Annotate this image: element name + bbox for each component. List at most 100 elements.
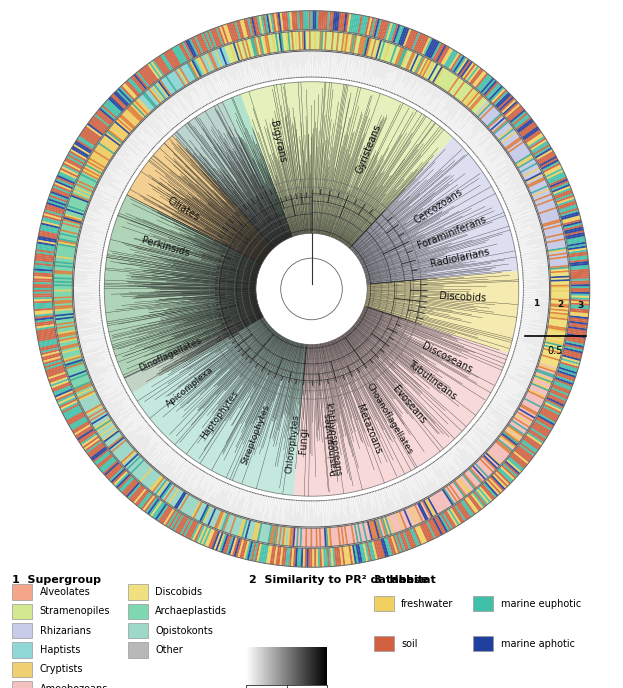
Polygon shape — [108, 466, 123, 480]
Text: 1  Supergroup: 1 Supergroup — [12, 574, 102, 585]
Polygon shape — [530, 184, 548, 194]
Polygon shape — [506, 426, 523, 438]
Polygon shape — [90, 412, 107, 424]
Polygon shape — [466, 65, 479, 82]
Polygon shape — [533, 376, 552, 385]
Polygon shape — [520, 405, 538, 416]
Polygon shape — [141, 68, 154, 84]
Polygon shape — [149, 87, 163, 103]
Polygon shape — [544, 344, 563, 351]
Polygon shape — [54, 55, 211, 418]
Circle shape — [281, 258, 342, 320]
Polygon shape — [557, 372, 575, 380]
Polygon shape — [558, 367, 577, 374]
Polygon shape — [546, 239, 565, 245]
Polygon shape — [105, 132, 121, 145]
Polygon shape — [211, 51, 220, 69]
Polygon shape — [414, 526, 424, 544]
Polygon shape — [459, 476, 473, 492]
Polygon shape — [134, 463, 148, 478]
Polygon shape — [34, 312, 54, 315]
Polygon shape — [39, 232, 58, 238]
Polygon shape — [95, 112, 111, 126]
Polygon shape — [549, 178, 568, 188]
Polygon shape — [564, 226, 583, 233]
Polygon shape — [316, 548, 318, 567]
Polygon shape — [498, 96, 514, 111]
Polygon shape — [558, 202, 576, 210]
Polygon shape — [156, 82, 169, 98]
Polygon shape — [437, 515, 448, 533]
Polygon shape — [319, 528, 321, 547]
Polygon shape — [75, 140, 92, 152]
Polygon shape — [95, 419, 112, 431]
Text: 3: 3 — [577, 301, 583, 310]
Polygon shape — [550, 308, 569, 312]
Polygon shape — [289, 363, 557, 547]
Polygon shape — [450, 483, 463, 499]
Polygon shape — [77, 390, 95, 400]
Polygon shape — [511, 453, 526, 467]
Polygon shape — [65, 212, 83, 219]
Polygon shape — [495, 471, 510, 486]
Polygon shape — [563, 221, 582, 227]
Polygon shape — [554, 189, 572, 197]
Polygon shape — [180, 66, 191, 83]
Polygon shape — [517, 158, 535, 169]
Polygon shape — [360, 36, 366, 55]
Polygon shape — [55, 180, 73, 189]
Polygon shape — [551, 277, 569, 280]
Polygon shape — [394, 534, 402, 552]
Polygon shape — [533, 144, 550, 155]
Polygon shape — [571, 284, 590, 286]
Polygon shape — [359, 15, 364, 34]
Polygon shape — [160, 54, 172, 72]
Polygon shape — [59, 171, 77, 181]
Polygon shape — [447, 485, 460, 502]
Polygon shape — [549, 392, 567, 401]
Polygon shape — [321, 11, 324, 30]
Polygon shape — [548, 320, 568, 324]
Polygon shape — [236, 517, 243, 537]
Polygon shape — [569, 261, 589, 265]
Polygon shape — [153, 58, 166, 76]
Text: Amoebozoans: Amoebozoans — [40, 684, 108, 688]
Polygon shape — [112, 470, 127, 484]
Polygon shape — [65, 362, 84, 369]
Polygon shape — [514, 151, 531, 163]
Polygon shape — [262, 524, 267, 543]
Polygon shape — [250, 38, 256, 56]
Polygon shape — [145, 471, 158, 487]
Polygon shape — [156, 56, 169, 74]
Polygon shape — [566, 237, 586, 243]
Polygon shape — [551, 283, 569, 285]
Polygon shape — [36, 321, 54, 325]
Polygon shape — [33, 295, 52, 298]
Polygon shape — [64, 356, 82, 363]
Polygon shape — [503, 462, 519, 476]
Polygon shape — [541, 159, 559, 170]
Polygon shape — [377, 20, 384, 39]
Polygon shape — [570, 304, 589, 308]
Polygon shape — [201, 33, 210, 51]
Polygon shape — [42, 356, 62, 363]
Polygon shape — [36, 247, 55, 252]
Polygon shape — [563, 222, 583, 229]
Polygon shape — [293, 306, 508, 496]
Polygon shape — [543, 164, 561, 175]
Polygon shape — [80, 394, 98, 405]
Polygon shape — [421, 523, 431, 541]
Polygon shape — [257, 16, 262, 34]
Polygon shape — [513, 150, 530, 162]
Polygon shape — [373, 40, 380, 58]
Polygon shape — [37, 333, 56, 338]
Polygon shape — [478, 104, 493, 119]
Polygon shape — [571, 301, 589, 303]
Polygon shape — [336, 547, 340, 566]
Polygon shape — [546, 334, 565, 340]
Polygon shape — [373, 19, 380, 38]
Polygon shape — [117, 118, 132, 132]
Polygon shape — [296, 31, 299, 50]
Polygon shape — [183, 497, 194, 514]
Text: Archaeplastids: Archaeplastids — [155, 606, 227, 616]
